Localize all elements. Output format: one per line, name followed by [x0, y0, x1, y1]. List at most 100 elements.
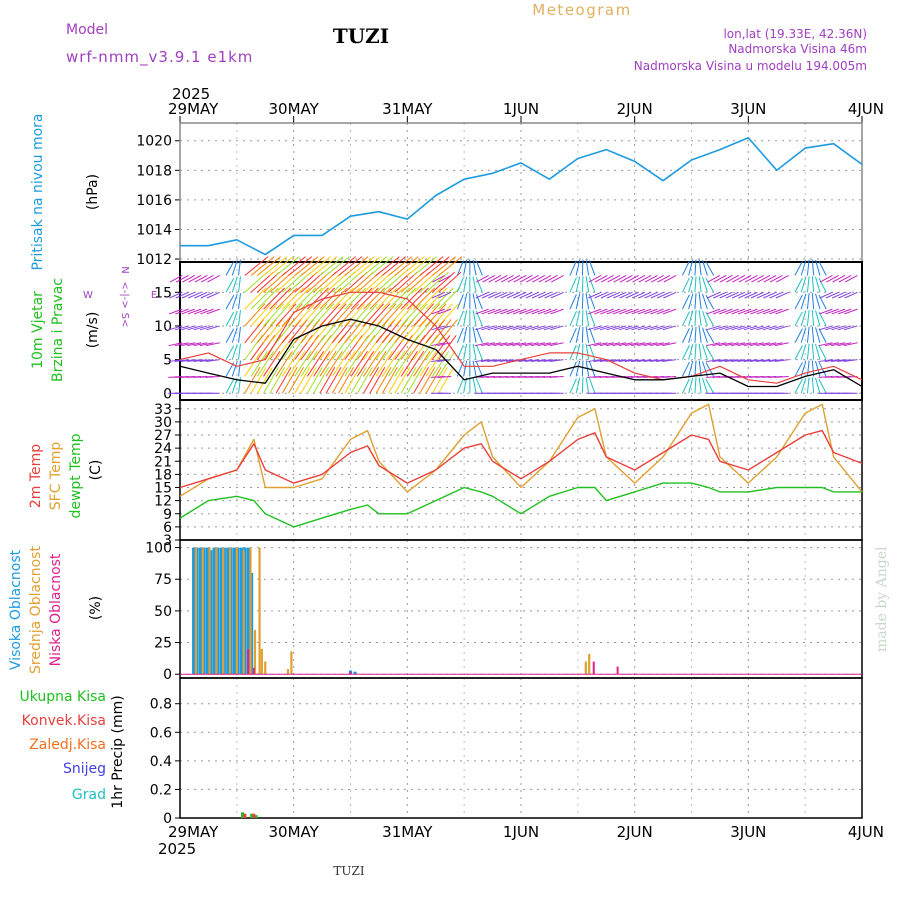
wind-arrow: [413, 256, 438, 276]
wind-arrow: [818, 277, 827, 293]
wind-ylabel2: Brzina i Pravac: [50, 278, 66, 382]
pressure-ylabel: Pritisak na nivou mora: [30, 113, 46, 270]
wind-arrow: [606, 342, 620, 347]
wind-arrow: [538, 275, 552, 283]
wind-arrow: [256, 351, 275, 377]
wind-arrow: [475, 344, 483, 360]
wind-arrow: [294, 367, 311, 394]
wind-arrow: [681, 345, 690, 360]
wind-arrow: [612, 359, 627, 363]
wind-arrow: [256, 271, 280, 293]
wind-arrow: [225, 278, 235, 293]
wind-arrow: [494, 291, 508, 299]
wind-arrow: [543, 342, 558, 347]
wind-arrow: [419, 303, 441, 327]
cloud-bar: [202, 547, 206, 675]
wind-arrow: [681, 378, 690, 394]
wind-arrow: [774, 375, 789, 378]
wind-arrow: [698, 293, 702, 310]
wind-arrow: [698, 276, 702, 293]
wind-arrow: [550, 291, 564, 299]
wind-arrow: [231, 344, 238, 360]
cloud-bar: [192, 547, 196, 675]
wind-arrow: [400, 351, 418, 377]
wind-arrow: [331, 351, 350, 377]
wind-arrow: [388, 287, 411, 310]
wind-arrow: [706, 342, 721, 347]
wind-arrow: [269, 287, 292, 310]
wind-arrow: [706, 291, 721, 299]
wind-arrow: [306, 367, 323, 394]
wind-arrow: [344, 271, 368, 293]
wind-arrow: [275, 271, 299, 293]
temp-ylabel2: SFC Temp: [48, 442, 64, 511]
wind-arrow: [506, 291, 521, 299]
wind-arrow: [388, 271, 412, 293]
wind-arrow: [244, 303, 266, 327]
wind-arrow: [350, 287, 373, 310]
wind-arrow: [244, 271, 268, 293]
wind-arrow: [350, 256, 375, 276]
wind-arrow: [288, 351, 306, 377]
wind-arrow: [231, 293, 238, 310]
cloud-bar: [290, 651, 293, 675]
wind-arrow: [518, 325, 533, 331]
wind-arrow: [815, 310, 821, 327]
wind-arrow: [256, 287, 279, 310]
wind-arrow: [551, 275, 564, 283]
wind-arrow: [588, 327, 596, 343]
wind-arrow: [593, 342, 608, 347]
wind-arrow: [513, 275, 527, 283]
wind-arrow: [338, 367, 354, 394]
wind-arrow: [406, 303, 428, 327]
wind-arrow: [612, 342, 627, 347]
wind-arrow: [306, 319, 327, 344]
wind-arrow: [431, 325, 445, 331]
wind-arrow: [585, 293, 590, 310]
wind-arrow: [294, 287, 317, 310]
footer-station: TUZI: [333, 864, 364, 878]
wind-arrow: [175, 291, 189, 299]
wind-arrow: [806, 259, 810, 276]
wind-arrow: [344, 351, 362, 377]
wind-arrow: [238, 276, 241, 293]
wind-arrow: [281, 287, 304, 310]
wind-arrow: [762, 308, 777, 315]
wind-arrow: [769, 308, 783, 315]
wind-arrow: [538, 291, 552, 299]
wind-arrow: [774, 359, 789, 363]
wind-arrow: [363, 319, 383, 344]
wind-arrow: [188, 275, 202, 283]
wind-arrow: [712, 342, 727, 347]
wind-arrow: [456, 277, 464, 293]
wind-arrow: [725, 308, 739, 315]
wind-arrow: [281, 351, 300, 377]
wind-arrow: [815, 327, 821, 343]
wind-arrow: [187, 325, 202, 331]
wind-arrow: [331, 271, 355, 293]
wind-arrow: [606, 308, 621, 315]
y-tick-label: 10: [154, 319, 172, 335]
wind-arrow: [493, 325, 508, 331]
wind-arrow: [263, 367, 279, 394]
wind-arrow: [837, 342, 852, 347]
wind-arrow: [581, 360, 584, 377]
cloud-bar: [349, 671, 352, 675]
wind-panel: 0 5 10 15: [154, 256, 863, 402]
wind-arrow: [313, 367, 329, 394]
wind-arrow: [774, 342, 789, 347]
wind-arrow: [569, 361, 577, 377]
wind-arrow: [174, 359, 189, 363]
pressure-unit: (hPa): [85, 174, 101, 210]
wind-arrow: [513, 291, 527, 299]
temp-ylabel3: dewpt Temp: [68, 433, 84, 518]
wind-arrow: [811, 343, 815, 360]
wind-arrow: [713, 291, 727, 299]
wind-arrow: [193, 325, 208, 331]
wind-arrow: [400, 271, 424, 293]
wind-arrow: [731, 308, 746, 315]
wind-arrow: [613, 275, 627, 283]
wind-arrow: [207, 275, 221, 283]
wind-arrow: [575, 360, 581, 377]
wind-arrow: [585, 310, 590, 327]
